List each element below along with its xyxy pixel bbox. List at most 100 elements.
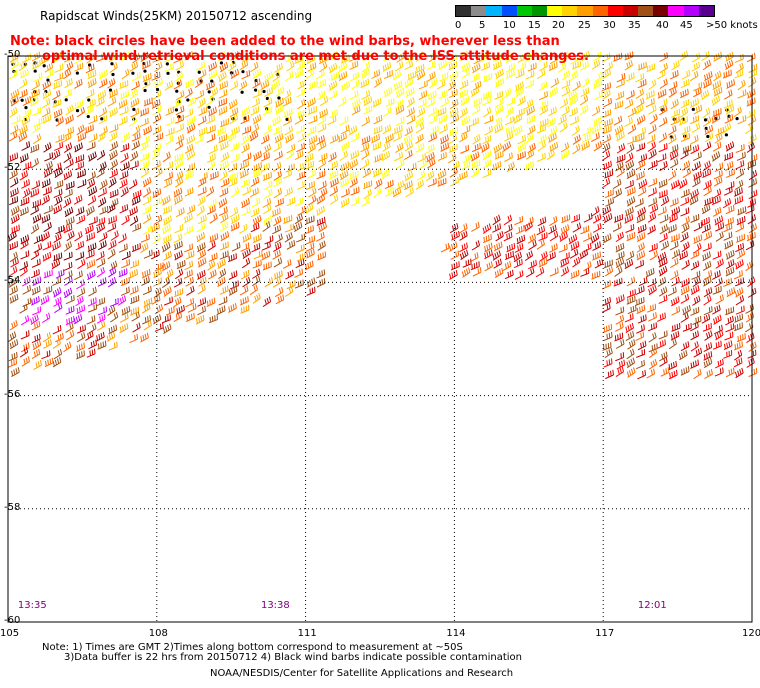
wind-barb — [260, 152, 270, 162]
wind-barb — [459, 230, 468, 241]
wind-barb — [691, 61, 701, 72]
wind-barb — [690, 260, 700, 271]
wind-barb — [242, 152, 252, 162]
wind-barb — [153, 268, 162, 279]
wind-barb — [503, 214, 513, 226]
wind-barb — [175, 268, 184, 280]
wind-barb — [462, 153, 472, 164]
contamination-marker — [33, 69, 37, 73]
wind-barb — [340, 54, 350, 64]
wind-barb — [704, 132, 714, 143]
contamination-marker — [197, 70, 201, 74]
wind-barb — [216, 305, 226, 315]
wind-barb — [140, 167, 149, 179]
wind-barb — [207, 260, 216, 271]
wind-barb — [493, 258, 502, 269]
wind-barb — [139, 117, 149, 128]
wind-barb — [635, 73, 645, 83]
wind-barb — [120, 286, 130, 296]
legend-swatch — [638, 6, 654, 16]
wind-barb — [580, 225, 590, 235]
wind-barb — [261, 241, 271, 251]
wind-barb — [395, 104, 405, 115]
wind-barb — [328, 80, 338, 91]
wind-barb — [286, 239, 296, 250]
wind-barb — [9, 293, 19, 304]
wind-barb — [613, 277, 623, 287]
wind-barb — [85, 105, 94, 115]
wind-barb — [614, 332, 624, 342]
wind-barb — [505, 106, 514, 118]
wind-barb — [714, 132, 723, 144]
wind-barb — [97, 277, 107, 287]
wind-barb — [109, 168, 118, 179]
wind-barb — [604, 61, 614, 72]
wind-barb — [161, 241, 171, 253]
wind-barb — [274, 150, 283, 161]
wind-barb — [572, 134, 581, 145]
wind-barb — [579, 249, 589, 260]
wind-barb — [659, 78, 668, 89]
wind-barb — [669, 158, 679, 169]
wind-barb — [75, 161, 85, 171]
wind-barb — [471, 105, 481, 115]
wind-barb — [151, 149, 161, 160]
wind-barb — [493, 143, 503, 154]
wind-barb — [206, 80, 215, 91]
wind-barb — [319, 96, 329, 107]
wind-barb — [645, 267, 655, 278]
wind-barb — [318, 152, 328, 162]
contamination-marker — [111, 72, 115, 77]
wind-barb — [339, 169, 349, 181]
wind-barb — [681, 222, 690, 234]
wind-barb — [682, 323, 692, 332]
wind-barb — [107, 305, 116, 316]
wind-barb — [152, 188, 162, 198]
wind-barb — [373, 77, 383, 89]
wind-barb — [515, 86, 525, 98]
wind-barb — [504, 116, 514, 126]
wind-barb — [208, 314, 218, 324]
wind-barb — [316, 278, 326, 288]
wind-barb — [505, 52, 515, 64]
wind-barb — [304, 160, 315, 170]
wind-barb — [725, 168, 735, 178]
wind-barb — [615, 338, 625, 349]
wind-barb — [274, 233, 283, 244]
wind-barb — [120, 186, 129, 198]
wind-barb — [262, 261, 272, 271]
wind-barb — [197, 284, 206, 295]
wind-barb — [132, 189, 142, 200]
wind-barb — [196, 205, 205, 216]
wind-barb — [693, 87, 702, 98]
wind-barb — [568, 89, 577, 101]
wind-barb — [22, 53, 32, 63]
wind-barb — [230, 153, 240, 163]
wind-barb — [667, 224, 677, 234]
wind-barb — [54, 72, 64, 82]
wind-barb — [273, 257, 283, 268]
wind-barb — [711, 195, 721, 206]
wind-barb — [197, 257, 207, 268]
wind-barb — [462, 258, 472, 268]
wind-barb — [385, 133, 394, 144]
wind-barb — [228, 177, 238, 187]
wind-barb — [440, 142, 450, 152]
wind-barb — [691, 122, 701, 133]
wind-barb — [429, 125, 439, 135]
wind-barb — [690, 144, 700, 155]
legend-label: 25 — [578, 20, 591, 31]
wind-barb — [383, 106, 392, 117]
wind-barb — [196, 222, 206, 233]
wind-barb — [341, 81, 351, 91]
wind-barb — [208, 252, 218, 262]
wind-barb — [670, 330, 680, 341]
wind-barb — [10, 213, 20, 225]
wind-barb — [9, 52, 19, 63]
wind-barb — [31, 88, 40, 99]
wind-barb — [176, 259, 186, 270]
wind-barb — [745, 240, 755, 251]
wind-barb — [613, 188, 623, 199]
wind-barb — [450, 261, 460, 271]
